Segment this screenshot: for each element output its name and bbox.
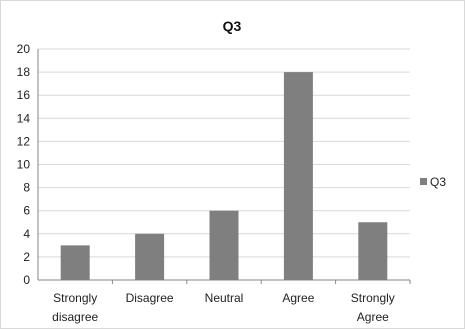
bar	[283, 72, 313, 280]
y-tick-label: 0	[23, 273, 30, 287]
x-category-label: Strongly disagree	[52, 291, 98, 324]
y-tick-label: 2	[23, 250, 30, 264]
bar	[60, 245, 90, 280]
y-tick-label: 16	[17, 88, 31, 102]
gridlines	[38, 48, 410, 258]
bar	[135, 233, 165, 280]
x-category-label: Disagree	[126, 291, 174, 305]
legend: Q3	[420, 175, 446, 189]
y-tick-label: 10	[17, 158, 31, 172]
x-category-label: Agree	[282, 291, 314, 305]
legend-swatch	[420, 178, 427, 185]
y-tick-labels: 0 2 4 6 8 10 12 14 16 18 20	[17, 42, 31, 287]
y-tick-label: 4	[23, 227, 30, 241]
legend-label: Q3	[430, 175, 446, 189]
bars	[60, 72, 388, 280]
y-tick-label: 12	[17, 134, 31, 148]
y-tick-label: 20	[17, 42, 31, 56]
y-tick-label: 18	[17, 65, 31, 79]
bar	[358, 222, 388, 280]
y-tick-label: 14	[17, 111, 31, 125]
y-tick-label: 6	[23, 204, 30, 218]
x-category-labels: Strongly disagree Disagree Neutral Agree Stro…	[52, 291, 395, 324]
y-tick-label: 8	[23, 181, 30, 195]
chart-title: Q3	[223, 18, 242, 34]
x-category-label: Neutral	[205, 291, 244, 305]
bar	[209, 210, 239, 280]
x-category-label: Strongly Agree	[351, 291, 395, 324]
